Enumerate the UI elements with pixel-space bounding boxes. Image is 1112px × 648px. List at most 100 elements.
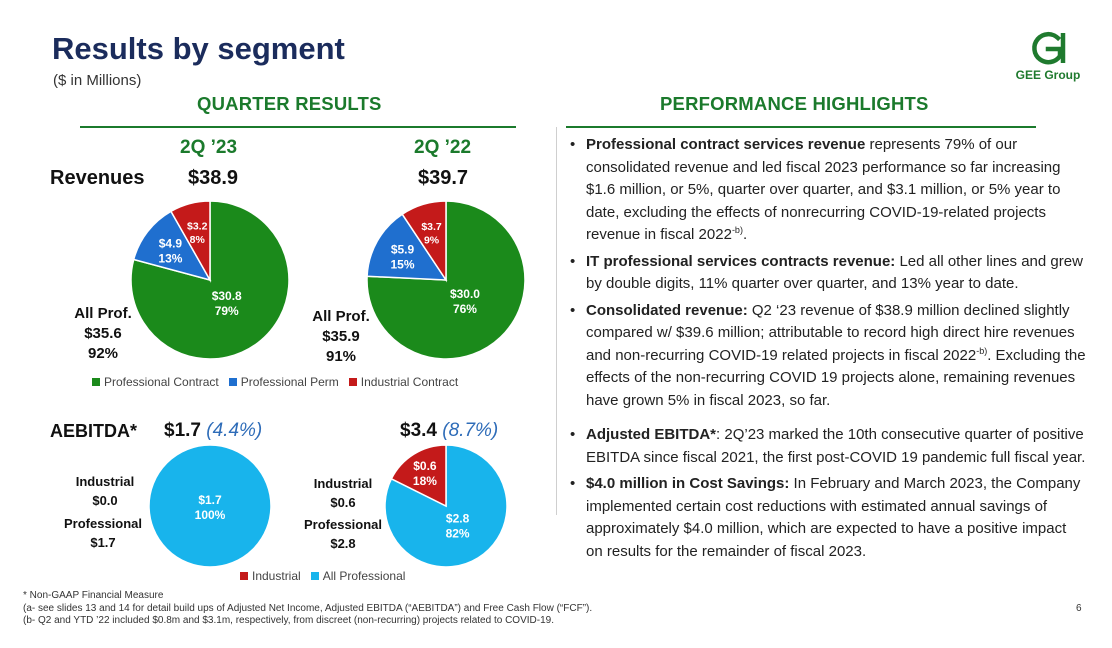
- page-number: 6: [1076, 603, 1082, 614]
- revenue-pie-2q22: $30.076% $5.915% $3.7 9%: [367, 200, 525, 360]
- pie-value-label: $3.2: [187, 221, 208, 233]
- highlight-bullet-lead: IT professional services contracts reven…: [586, 252, 896, 270]
- pie-percent-label: 8%: [190, 234, 206, 246]
- pie-value-label: $4.9: [159, 236, 183, 250]
- logo-text: GEE Group: [1015, 68, 1081, 82]
- all-prof-2q22-value: $35.9: [322, 328, 360, 345]
- highlight-bullet: $4.0 million in Cost Savings: In Februar…: [566, 473, 1086, 563]
- legend-item: All Professional: [310, 569, 406, 583]
- revenue-legend: Professional Contract Professional Perm In…: [92, 375, 468, 389]
- pie-percent-label: 13%: [158, 251, 182, 265]
- highlight-bullet: IT professional services contracts reven…: [566, 251, 1086, 296]
- footnote-ref: -b): [731, 225, 743, 235]
- legend-swatch: [240, 572, 248, 580]
- revenue-2q22-total: $39.7: [418, 167, 469, 189]
- performance-highlights-rule: [566, 126, 1036, 128]
- footnote-a: (a- see slides 13 and 14 for detail buil…: [23, 602, 593, 614]
- legend-swatch: [310, 572, 319, 580]
- legend-item: Industrial: [240, 569, 301, 583]
- pie-percent-label: 76%: [453, 302, 477, 316]
- company-logo: GEE Group: [1006, 30, 1090, 88]
- highlight-bullet-lead: Adjusted EBITDA*: [586, 426, 717, 443]
- pie-percent-label: 18%: [413, 474, 437, 488]
- highlight-bullet-lead: Consolidated revenue:: [586, 301, 748, 319]
- all-prof-2q23: All Prof. $35.6 92%: [68, 304, 138, 364]
- legend-label: Professional Perm: [240, 375, 339, 389]
- all-prof-2q23-value: $35.6: [84, 325, 122, 342]
- industrial-2q22-value: $0.6: [330, 495, 356, 510]
- aebitda-legend: Industrial All Professional: [240, 569, 415, 583]
- performance-highlights-heading: PERFORMANCE HIGHLIGHTS: [660, 93, 929, 114]
- pie-value-label: $5.9: [391, 242, 415, 256]
- aebitda-2q23-margin: (4.4%): [206, 420, 263, 441]
- pie-slice-professional-perm: [132, 210, 212, 282]
- highlight-bullet-lead: $4.0 million in Cost Savings:: [586, 475, 790, 492]
- industrial-2q23-value: $0.0: [92, 493, 118, 508]
- aebitda-2q23-value: $1.7: [164, 420, 201, 441]
- industrial-2q22: Industrial $0.6: [300, 474, 386, 512]
- professional-2q23-value: $1.7: [90, 535, 116, 550]
- all-prof-2q23-label: All Prof.: [74, 305, 132, 322]
- professional-2q22: Professional $2.8: [296, 515, 390, 553]
- aebitda-2q22-margin: (8.7%): [442, 420, 499, 441]
- all-prof-2q22: All Prof. $35.9 91%: [306, 307, 376, 367]
- pie-value-label: $30.0: [450, 287, 480, 301]
- pie-value-label: $0.6: [413, 459, 437, 473]
- footnotes: * Non-GAAP Financial Measure (a- see sli…: [23, 590, 592, 628]
- pie-percent-label: 100%: [195, 508, 226, 522]
- pie-percent-label: 82%: [446, 527, 470, 541]
- industrial-2q23-label: Industrial: [75, 474, 135, 489]
- quarter-results-heading: QUARTER RESULTS: [197, 93, 382, 114]
- pie-slice-industrial: [390, 444, 447, 508]
- footnote-nongaap: * Non-GAAP Financial Measure: [23, 590, 164, 601]
- professional-2q22-value: $2.8: [330, 536, 356, 551]
- aebitda-pie-2q22: $2.882% $0.618%: [384, 444, 508, 568]
- pie-percent-label: 15%: [390, 257, 414, 271]
- pie-slice-all-professional: [148, 444, 272, 568]
- legend-item: Professional Contract: [92, 375, 219, 389]
- legend-swatch: [92, 378, 100, 386]
- industrial-2q22-label: Industrial: [313, 476, 373, 491]
- pie-value-label: $2.8: [446, 512, 470, 526]
- legend-label: Industrial Contract: [360, 375, 459, 389]
- aebitda-label: AEBITDA*: [50, 421, 138, 441]
- highlights-list: Professional contract services revenue r…: [566, 134, 1086, 567]
- pie-value-label: $30.8: [212, 289, 242, 303]
- industrial-2q23: Industrial $0.0: [62, 472, 148, 510]
- legend-swatch: [348, 378, 357, 386]
- pie-slice-industrial-contract: [169, 200, 211, 283]
- aebitda-2q22-value: $3.4: [400, 420, 437, 441]
- highlight-bullet: Professional contract services revenue r…: [566, 134, 1086, 247]
- page-title: Results by segment: [52, 31, 345, 66]
- highlight-bullet: Adjusted EBITDA*: 2Q’23 marked the 10th …: [566, 424, 1086, 469]
- aebitda-2q23: $1.7 (4.4%): [164, 420, 262, 442]
- professional-2q23: Professional $1.7: [58, 514, 148, 552]
- all-prof-2q23-pct: 92%: [87, 345, 119, 362]
- highlight-bullet-lead: Professional contract services revenue: [586, 136, 866, 153]
- quarter-results-rule: [80, 126, 516, 128]
- professional-2q22-label: Professional: [303, 517, 383, 532]
- all-prof-2q22-label: All Prof.: [312, 308, 370, 325]
- pie-value-label: $3.7: [421, 221, 442, 233]
- legend-item: Professional Perm: [228, 375, 339, 389]
- legend-label: All Professional: [322, 569, 406, 583]
- highlight-bullet: Consolidated revenue: Q2 ‘23 revenue of …: [566, 300, 1086, 413]
- pie-percent-label: 79%: [215, 304, 239, 318]
- pie-slice-industrial-contract: [401, 200, 447, 283]
- all-prof-2q22-pct: 91%: [325, 348, 357, 365]
- pie-value-label: $1.7: [198, 493, 222, 507]
- col-header-2q23: 2Q ’23: [180, 137, 238, 158]
- footnote-b: (b- Q2 and YTD ’22 included $0.8m and $3…: [23, 615, 554, 626]
- pie-percent-label: 9%: [424, 235, 440, 247]
- col-header-2q22: 2Q ’22: [414, 137, 472, 158]
- professional-2q23-label: Professional: [63, 516, 143, 531]
- page-subtitle: ($ in Millions): [53, 72, 142, 89]
- section-divider: [556, 127, 557, 515]
- aebitda-2q22: $3.4 (8.7%): [400, 420, 498, 442]
- pie-slice-professional-perm: [367, 213, 448, 281]
- legend-item: Industrial Contract: [348, 375, 459, 389]
- gee-logo-icon: [1032, 31, 1066, 65]
- legend-swatch: [228, 378, 237, 386]
- revenue-pie-2q23: $30.879% $4.913% $3.28%: [131, 200, 289, 360]
